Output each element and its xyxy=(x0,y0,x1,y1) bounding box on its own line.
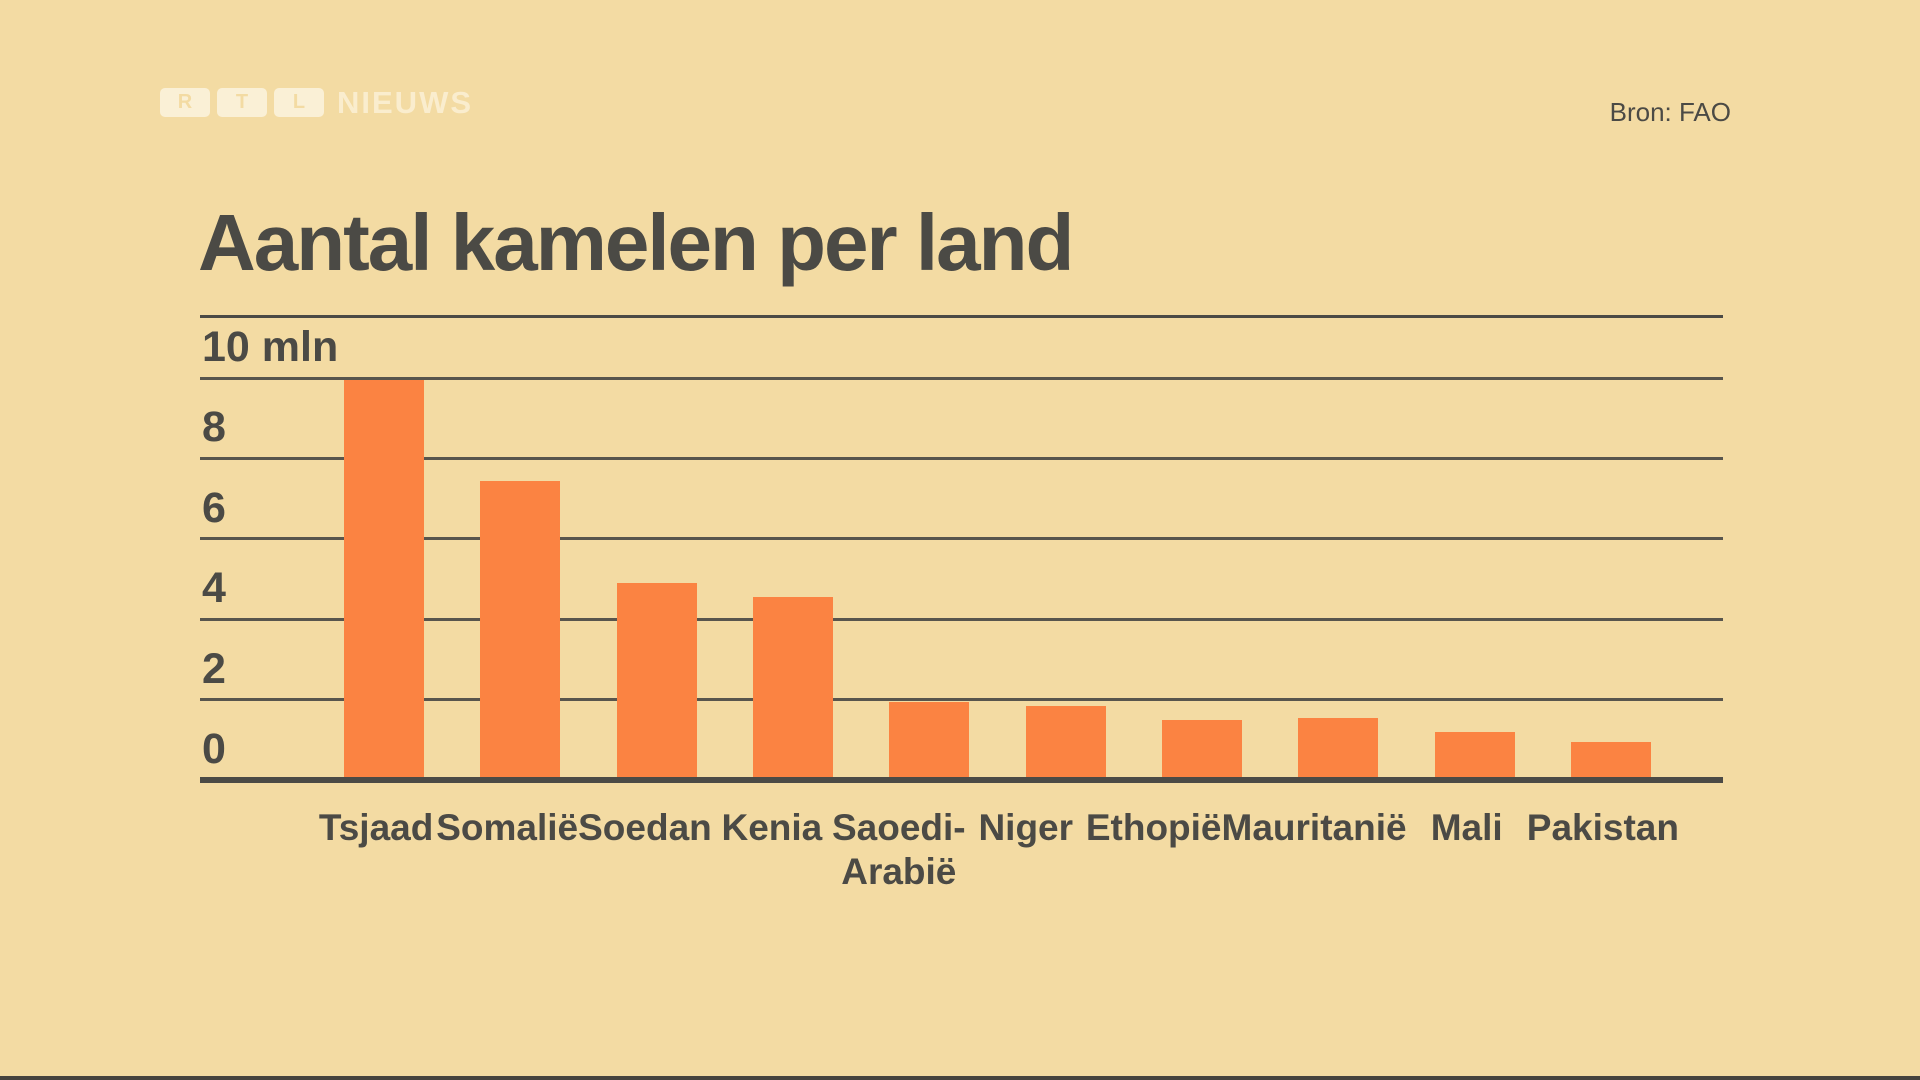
x-label-kenia: Kenia xyxy=(721,807,823,848)
gridline-4 xyxy=(200,617,1723,621)
bar-soedan xyxy=(616,583,697,780)
x-label-saoedi-arabi: Saoedi- Arabië xyxy=(831,807,966,892)
gridline-10 xyxy=(200,376,1723,380)
rtl-logo-block-r-icon: R xyxy=(160,88,210,117)
x-label-tsjaad: Tsjaad xyxy=(318,807,434,848)
bar-slot-pakistan xyxy=(1543,378,1679,780)
bar-slot-niger xyxy=(997,378,1133,780)
bar-slot-saoedi-arabi xyxy=(861,378,997,780)
bar-mali xyxy=(1434,731,1515,780)
x-label-pakistan: Pakistan xyxy=(1526,807,1679,848)
rtl-logo-block-t-icon: T xyxy=(217,88,267,117)
y-tick-label-4: 4 xyxy=(202,564,226,613)
source-credit: Bron: FAO xyxy=(1609,97,1731,127)
bar-slot-somali xyxy=(452,378,588,780)
x-label-soedan: Soedan xyxy=(578,807,712,848)
bar-kenia xyxy=(753,597,834,780)
x-label-niger: Niger xyxy=(978,807,1074,848)
bar-slot-ethopi xyxy=(1134,378,1270,780)
y-tick-label-0: 0 xyxy=(202,725,226,773)
bar-slot-kenia xyxy=(725,378,861,780)
bar-pakistan xyxy=(1570,741,1651,780)
bar-slot-mali xyxy=(1406,378,1542,780)
y-tick-label-2: 2 xyxy=(202,644,226,693)
y-tick-label-8: 8 xyxy=(202,403,226,452)
bar-ethopi xyxy=(1161,719,1242,780)
title-separator-line xyxy=(200,315,1723,318)
bar-tsjaad xyxy=(344,380,425,780)
bar-slot-soedan xyxy=(589,378,725,780)
bars-container xyxy=(316,378,1679,780)
x-label-somali: Somalië xyxy=(436,807,579,848)
bar-slot-mauritani xyxy=(1270,378,1406,780)
bar-niger xyxy=(1025,705,1106,780)
bar-saoedi-arabi xyxy=(889,701,970,780)
gridline-8 xyxy=(200,456,1723,460)
chart-title: Aantal kamelen per land xyxy=(198,198,1074,287)
x-label-mauritani: Mauritanië xyxy=(1221,807,1407,848)
plot-area: 10 mln 8 6 4 2 0 xyxy=(200,326,1723,783)
y-tick-label-10: 10 mln xyxy=(202,323,339,371)
x-axis-labels: Tsjaad Somalië Soedan Kenia Saoedi- Arabië Ni… xyxy=(316,806,1679,894)
x-axis-line xyxy=(200,777,1723,783)
y-tick-label-6: 6 xyxy=(202,483,226,532)
rtl-nieuws-logo: R T L NIEUWS xyxy=(160,85,473,120)
bar-slot-tsjaad xyxy=(316,378,452,780)
x-label-ethopi: Ethopië xyxy=(1085,807,1222,848)
gridline-2 xyxy=(200,698,1723,702)
x-label-mali: Mali xyxy=(1430,807,1503,848)
bottom-screen-strip xyxy=(0,1076,1920,1080)
bar-mauritani xyxy=(1298,717,1379,780)
bar-somali xyxy=(480,480,561,780)
logo-wordmark: NIEUWS xyxy=(337,85,473,120)
gridline-6 xyxy=(200,537,1723,541)
rtl-logo-block-l-icon: L xyxy=(274,88,324,117)
